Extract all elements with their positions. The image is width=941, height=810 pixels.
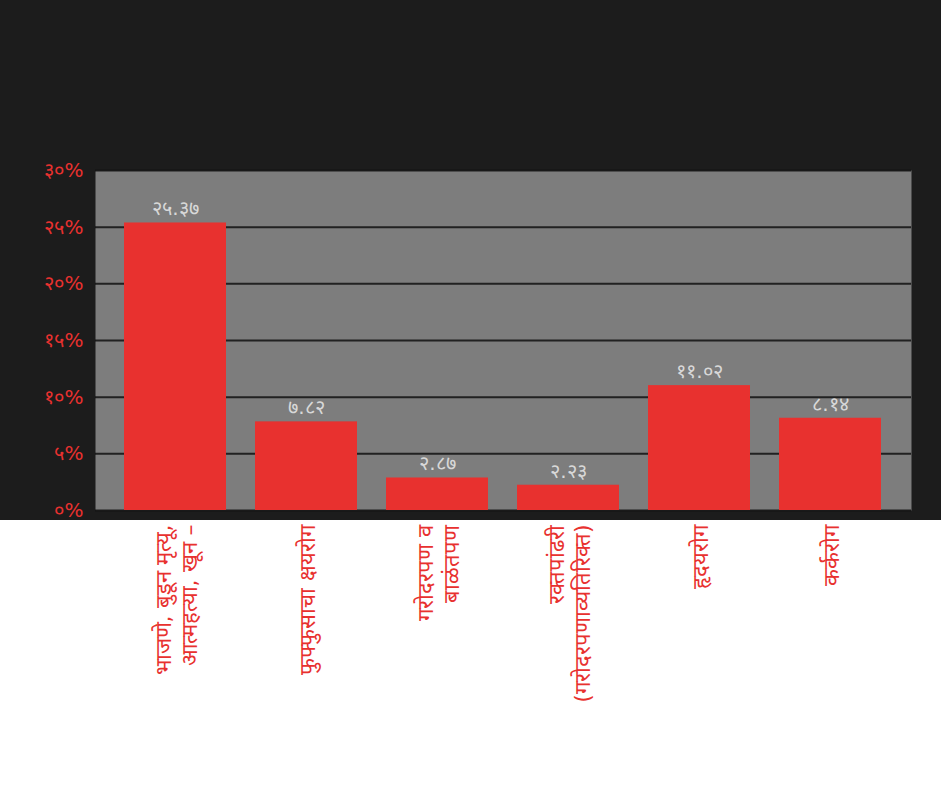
svg-text:२५%: २५% bbox=[44, 215, 83, 239]
svg-text:२०%: २०% bbox=[44, 271, 83, 295]
svg-text:७.८२: ७.८२ bbox=[288, 395, 324, 419]
svg-text:भाजणे, बुडून मृत्यू,आत्महत्या,: भाजणे, बुडून मृत्यू,आत्महत्या, खून – bbox=[151, 525, 204, 676]
svg-text:१०%: १०% bbox=[44, 385, 83, 409]
svg-text:३०%: ३०% bbox=[44, 158, 83, 182]
svg-text:५%: ५% bbox=[54, 441, 83, 465]
svg-text:२.८७: २.८७ bbox=[419, 451, 455, 475]
svg-text:गरोदरपण वबाळंतपण: गरोदरपण वबाळंतपण bbox=[413, 524, 464, 621]
svg-text:रक्तपांढरी(गरोदरपणाव्यतिरिक्त): रक्तपांढरी(गरोदरपणाव्यतिरिक्त) bbox=[544, 525, 595, 703]
svg-text:११.०२: ११.०२ bbox=[676, 359, 722, 383]
svg-text:२.२३: २.२३ bbox=[550, 459, 586, 483]
svg-text:कर्करोग: कर्करोग bbox=[819, 524, 844, 586]
svg-text:फुफ्फुसाचा क्षयरोग: फुफ्फुसाचा क्षयरोग bbox=[295, 524, 321, 675]
svg-text:०%: ०% bbox=[54, 498, 83, 522]
svg-text:२५.३७: २५.३७ bbox=[152, 196, 198, 220]
svg-text:८.१४: ८.१४ bbox=[812, 392, 848, 416]
svg-text:हृदयरोग: हृदयरोग bbox=[688, 524, 713, 589]
svg-text:१५%: १५% bbox=[44, 328, 83, 352]
